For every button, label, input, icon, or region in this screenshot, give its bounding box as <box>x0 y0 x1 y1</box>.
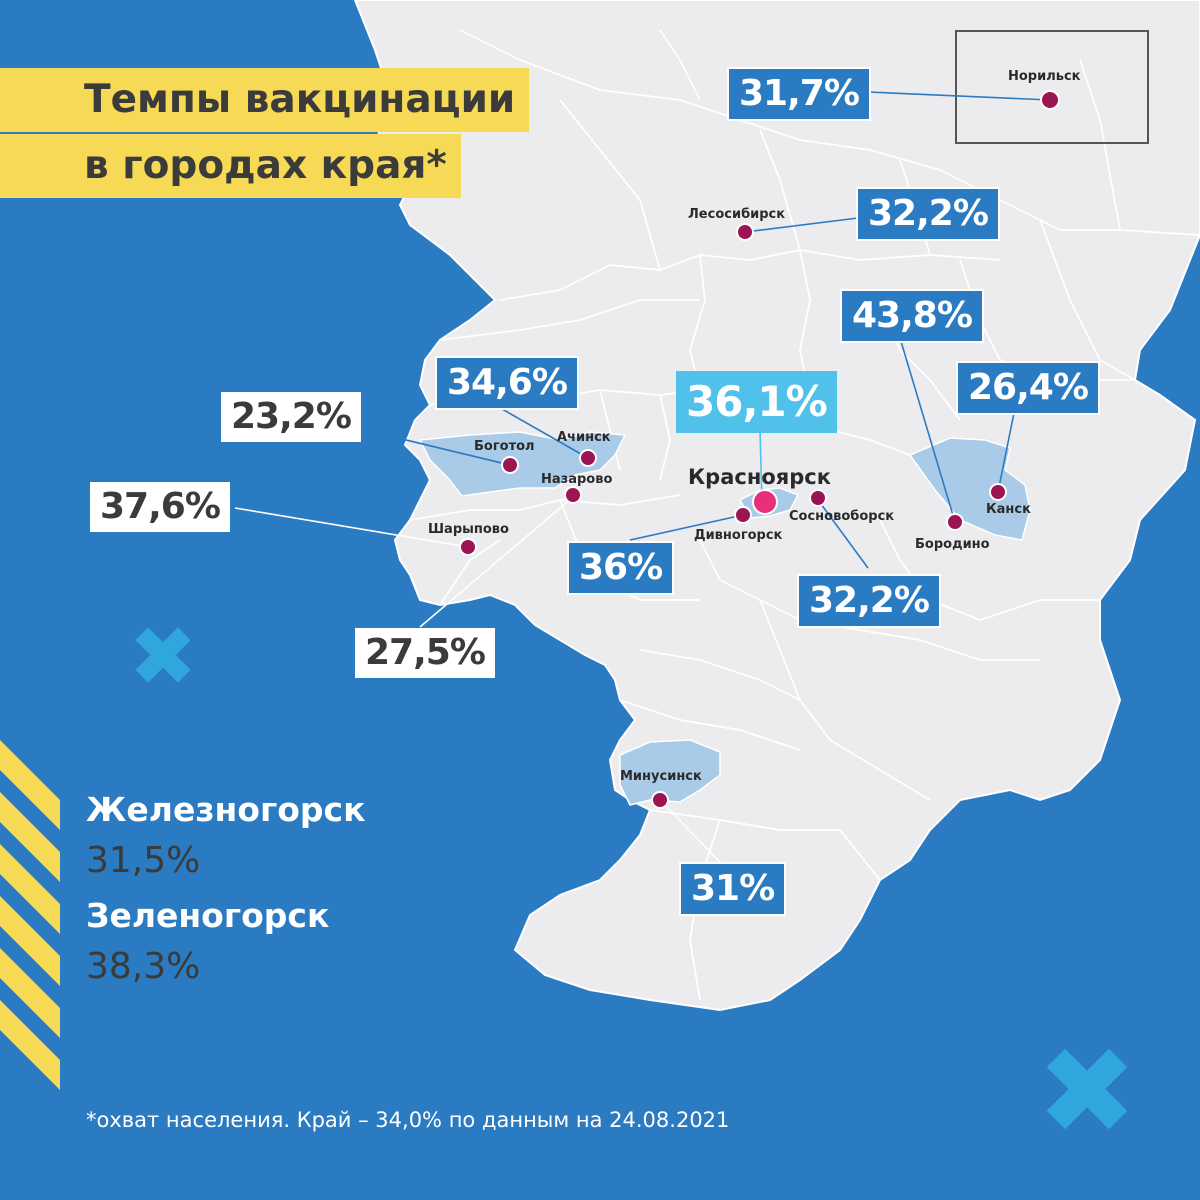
value-badge-lesosibirsk: 32,2% <box>856 187 1000 241</box>
city-markers <box>459 90 1060 809</box>
nazarovo-dot <box>564 486 582 504</box>
side-city-zelenogorsk: Зеленогорск <box>86 896 330 935</box>
value-badge-norilsk: 31,7% <box>727 67 871 121</box>
side-city-zheleznogorsk: Железногорск <box>86 790 366 829</box>
norilsk-inset-frame <box>955 30 1149 144</box>
city-label-kansk: Канск <box>986 502 1031 517</box>
city-label-norilsk: Норильск <box>1008 69 1081 84</box>
city-label-minusinsk: Минусинск <box>620 769 702 784</box>
title-line-2: в городах края* <box>0 134 461 198</box>
krasnoyarsk-dot <box>752 489 778 515</box>
decor-stripes <box>0 740 60 1090</box>
sosnovoborsk-dot <box>809 489 827 507</box>
title-line-1: Темпы вакцинации <box>0 68 530 132</box>
city-label-sosnovoborsk: Сосновоборск <box>789 509 895 524</box>
value-badge-bogotol: 23,2% <box>221 392 361 442</box>
value-badge-kansk: 26,4% <box>956 361 1100 415</box>
city-label-nazarovo: Назарово <box>541 472 613 487</box>
value-badge-nazarovo: 27,5% <box>355 628 495 678</box>
city-label-divnogorsk: Дивногорск <box>694 528 783 543</box>
value-badge-divnogorsk: 36% <box>567 541 675 595</box>
value-badge-achinsk: 34,6% <box>435 356 579 410</box>
bogotol-dot <box>501 456 519 474</box>
side-value-zheleznogorsk: 31,5% <box>86 840 201 881</box>
city-label-achinsk: Ачинск <box>557 430 611 445</box>
value-badge-minusinsk: 31% <box>679 862 787 916</box>
city-label-sharypovo: Шарыпово <box>428 522 509 537</box>
divnogorsk-dot <box>734 506 752 524</box>
city-label-borodino: Бородино <box>915 537 990 552</box>
achinsk-dot <box>579 449 597 467</box>
cross-icon <box>1046 1048 1128 1130</box>
minusinsk-dot <box>651 791 669 809</box>
city-label-bogotol: Боготол <box>474 439 535 454</box>
value-badge-borodino: 43,8% <box>840 289 984 343</box>
value-badge-sharypovo: 37,6% <box>90 482 230 532</box>
side-value-zelenogorsk: 38,3% <box>86 946 201 987</box>
value-badge-sosnovoborsk: 32,2% <box>797 574 941 628</box>
cross-icon <box>135 627 191 683</box>
borodino-dot <box>946 513 964 531</box>
leader-lines <box>234 91 1051 863</box>
city-label-krasnoyarsk: Красноярск <box>688 465 831 489</box>
lesosibirsk-dot <box>736 223 754 241</box>
kansk-dot <box>989 483 1007 501</box>
norilsk-dot <box>1040 90 1060 110</box>
city-label-lesosibirsk: Лесосибирск <box>688 207 786 222</box>
footnote: *охват населения. Край – 34,0% по данным… <box>86 1108 730 1132</box>
value-badge-krasnoyarsk: 36,1% <box>676 371 837 433</box>
sharypovo-dot <box>459 538 477 556</box>
